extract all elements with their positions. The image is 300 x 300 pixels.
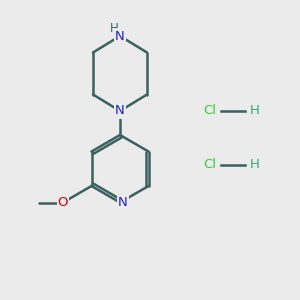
Text: N: N — [115, 29, 125, 43]
Text: Cl: Cl — [203, 104, 217, 118]
Text: O: O — [58, 196, 68, 209]
Text: N: N — [115, 104, 125, 118]
Text: H: H — [250, 104, 260, 118]
Text: H: H — [250, 158, 260, 172]
Text: Cl: Cl — [203, 158, 217, 172]
Text: N: N — [118, 196, 128, 209]
Text: H: H — [110, 22, 119, 35]
